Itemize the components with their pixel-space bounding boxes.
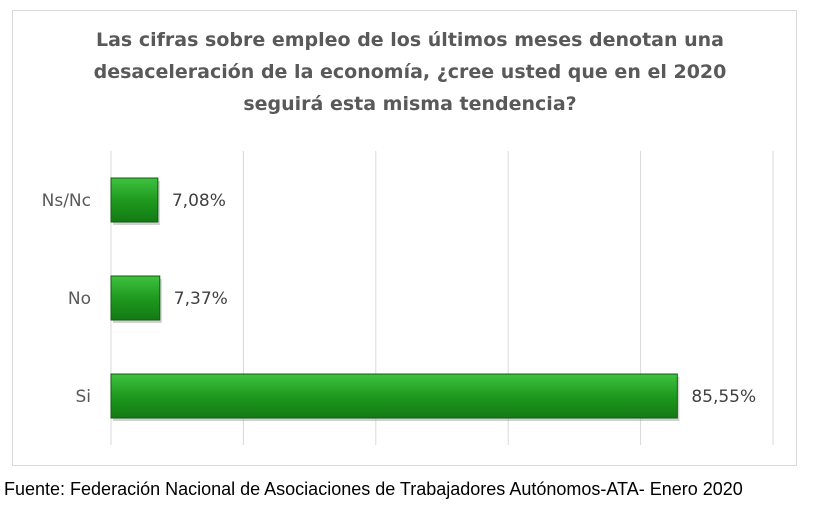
category-label: Ns/Nc	[42, 191, 91, 211]
source-note: Fuente: Federación Nacional de Asociacio…	[4, 479, 743, 499]
bar-si	[110, 373, 678, 419]
bar-ns-nc	[110, 177, 159, 223]
category-label: No	[68, 289, 91, 309]
chart-title-line-3: seguirá esta misma tendencia?	[243, 93, 577, 115]
chart-title-line-2: desaceleración de la economía, ¿cree ust…	[93, 61, 727, 83]
value-label: 85,55%	[691, 387, 756, 407]
value-label: 7,37%	[174, 289, 228, 309]
value-label: 7,08%	[172, 191, 226, 211]
category-label: Si	[75, 387, 91, 407]
chart-title-line-1: Las cifras sobre empleo de los últimos m…	[96, 29, 724, 51]
bar-no	[110, 275, 161, 321]
chart-title: Las cifras sobre empleo de los últimos m…	[40, 24, 780, 120]
